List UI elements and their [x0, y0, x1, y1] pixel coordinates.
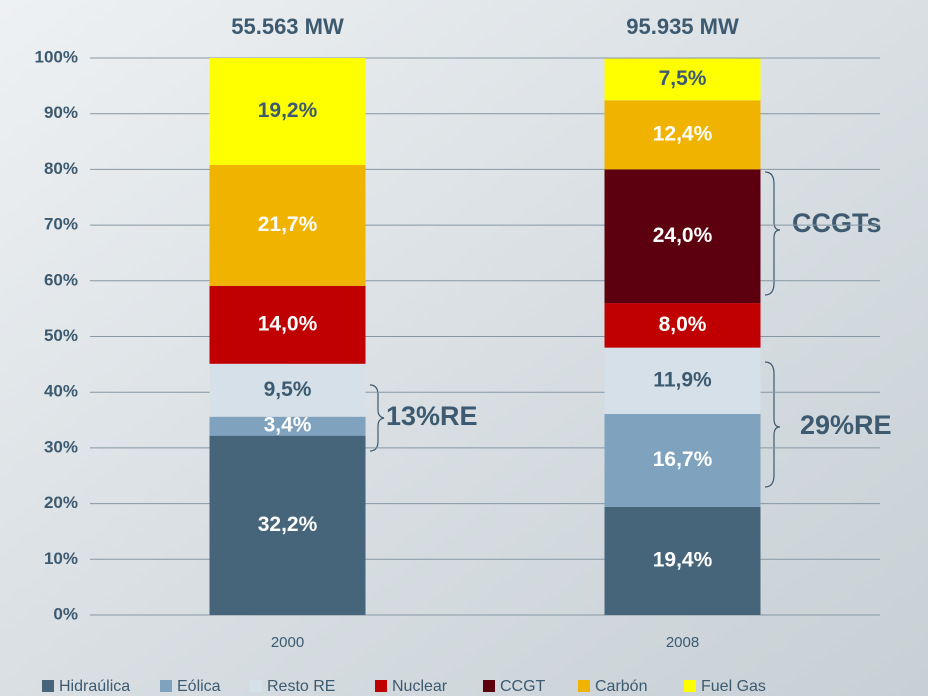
y-tick-label: 90%: [44, 103, 78, 122]
data-label: 19,2%: [258, 99, 318, 122]
data-label: 24,0%: [653, 224, 713, 247]
annotation: 29%RE: [800, 410, 892, 440]
y-tick-label: 60%: [44, 270, 78, 289]
y-tick-label: 20%: [44, 493, 78, 512]
data-label: 12,4%: [653, 122, 713, 145]
data-label: 32,2%: [258, 513, 318, 536]
y-tick-label: 70%: [44, 215, 78, 234]
data-label: 8,0%: [659, 313, 707, 336]
legend-label: Carbón: [595, 678, 647, 695]
legend-swatch: [375, 680, 387, 692]
data-label: 9,5%: [264, 378, 312, 401]
legend-label: Eólica: [177, 678, 221, 695]
x-tick-label: 2008: [666, 634, 699, 651]
x-tick-label: 2000: [271, 634, 304, 651]
legend-swatch: [684, 680, 696, 692]
legend-label: Nuclear: [392, 678, 448, 695]
y-tick-label: 80%: [44, 159, 78, 178]
legend-swatch: [160, 680, 172, 692]
y-tick-label: 30%: [44, 437, 78, 456]
legend-swatch: [483, 680, 495, 692]
legend-label: CCGT: [500, 678, 546, 695]
y-tick-label: 0%: [53, 604, 78, 623]
legend-label: Resto RE: [267, 678, 335, 695]
annotation: CCGTs: [792, 208, 882, 238]
y-tick-label: 100%: [35, 47, 78, 66]
y-tick-label: 10%: [44, 549, 78, 568]
background: [0, 0, 928, 696]
data-label: 7,5%: [659, 67, 707, 90]
data-label: 11,9%: [653, 368, 712, 391]
legend-label: Fuel Gas: [701, 678, 766, 695]
legend-swatch: [578, 680, 590, 692]
annotation: 13%RE: [386, 401, 478, 431]
legend-swatch: [250, 680, 262, 692]
data-label: 14,0%: [258, 312, 318, 335]
y-tick-label: 50%: [44, 326, 78, 345]
data-label: 16,7%: [653, 448, 713, 471]
legend-label: Hidraúlica: [59, 678, 130, 695]
data-label: 21,7%: [258, 213, 318, 236]
bar-total: 55.563 MW: [231, 14, 344, 39]
data-label: 19,4%: [653, 549, 713, 572]
chart: 13%RE 29%RE CCGTs 0% 10% 20% 30% 40% 50% 60% 70…: [0, 0, 928, 696]
bar-total: 95.935 MW: [626, 14, 739, 39]
legend-swatch: [42, 680, 54, 692]
data-label: 3,4%: [264, 414, 312, 437]
y-tick-label: 40%: [44, 382, 78, 401]
